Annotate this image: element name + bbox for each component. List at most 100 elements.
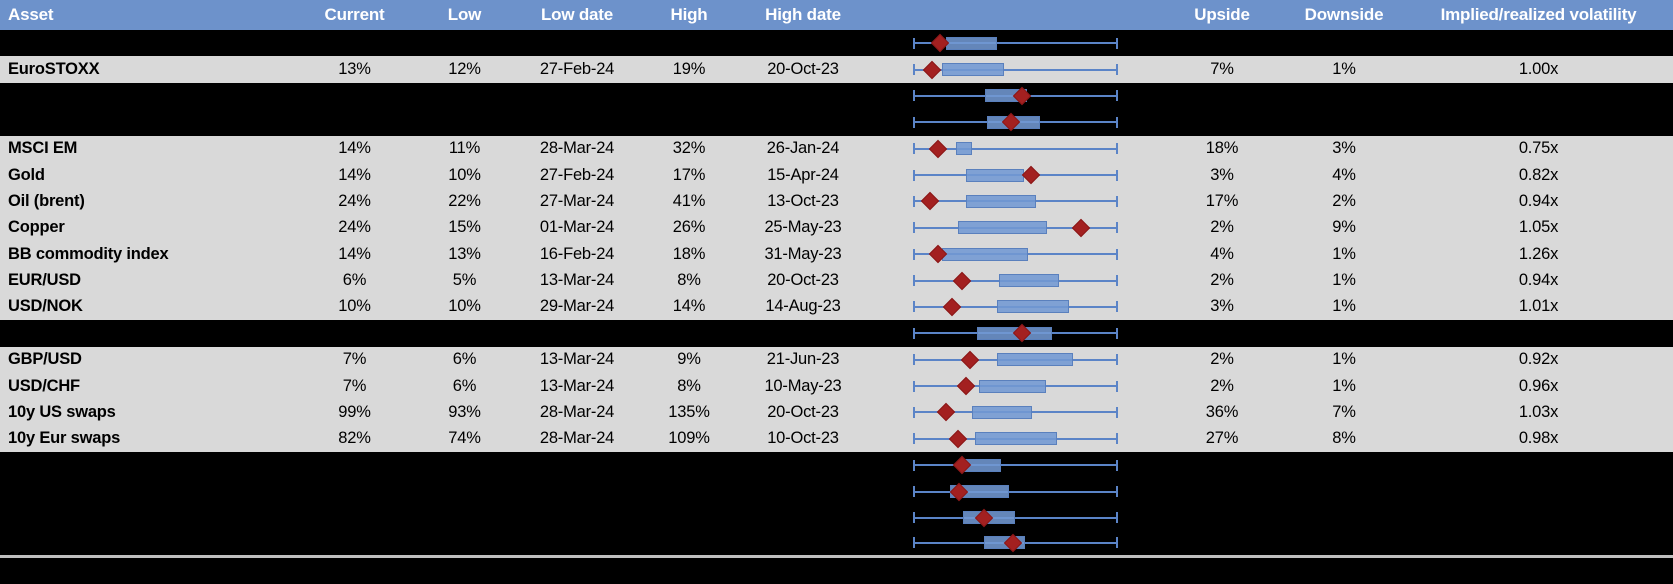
boxplot-right-cap <box>1116 301 1118 313</box>
table-row <box>0 557 1673 584</box>
current-value-cell: 7% <box>342 376 367 395</box>
boxplot-cell <box>861 83 1160 109</box>
implied-realized-ratio-cell <box>1404 531 1673 554</box>
table-row <box>0 320 1673 347</box>
boxplot-left-cap <box>913 433 915 445</box>
current-level-diamond-icon <box>921 192 940 211</box>
low-value-cell <box>408 320 521 346</box>
boxplot-left-cap <box>913 327 915 339</box>
high-date-cell: 20-Oct-23 <box>767 60 839 79</box>
asset-name-cell: 10y Eur swaps <box>8 429 121 448</box>
upside-value-cell: 4% <box>1210 244 1234 263</box>
upside-value-cell <box>1160 558 1284 584</box>
boxplot-left-cap <box>913 275 915 287</box>
boxplot-box <box>966 168 1024 182</box>
low-date-cell <box>521 452 633 478</box>
high-date-cell: 10-Oct-23 <box>767 429 839 448</box>
boxplot-left-cap <box>913 143 915 155</box>
asset-name-cell <box>0 109 301 135</box>
boxplot <box>913 294 1118 320</box>
low-value-cell: 93% <box>448 402 481 421</box>
current-level-diamond-icon <box>936 403 955 422</box>
boxplot-whisker-line <box>913 516 1118 519</box>
current-level-diamond-icon <box>961 350 980 369</box>
asset-name-cell <box>0 478 301 504</box>
high-value-cell: 32% <box>672 139 706 158</box>
boxplot-cell <box>861 241 1160 267</box>
boxplot <box>913 241 1118 267</box>
boxplot-right-cap <box>1116 275 1118 287</box>
downside-value-cell <box>1284 478 1404 504</box>
high-value-cell: 9% <box>677 350 701 369</box>
current-value-cell <box>301 478 408 504</box>
implied-realized-ratio-cell <box>1404 558 1673 584</box>
asset-name-cell: USD/CHF <box>8 376 80 395</box>
current-level-diamond-icon <box>948 429 968 449</box>
upside-value-cell: 2% <box>1210 376 1234 395</box>
asset-name-cell: GBP/USD <box>8 350 82 369</box>
implied-realized-ratio-cell <box>1404 478 1673 504</box>
downside-value-cell: 8% <box>1332 429 1356 448</box>
current-value-cell: 24% <box>338 218 371 237</box>
low-value-cell <box>408 531 521 554</box>
current-value-cell: 10% <box>338 297 371 316</box>
boxplot <box>913 136 1118 162</box>
high-date-cell: 25-May-23 <box>764 218 842 237</box>
implied-realized-ratio-cell: 1.01x <box>1518 297 1559 316</box>
high-date-cell: 15-Apr-24 <box>767 165 839 184</box>
current-level-diamond-icon <box>957 376 976 396</box>
table-row: Copper 24% 15% 01-Mar-24 26% 25-May-23 2… <box>0 214 1673 241</box>
boxplot-cell <box>861 136 1160 162</box>
header-upside: Upside <box>1194 5 1250 24</box>
upside-value-cell: 3% <box>1210 165 1234 184</box>
boxplot-cell <box>861 294 1160 320</box>
boxplot-box <box>999 274 1059 288</box>
boxplot-cell <box>861 267 1160 293</box>
downside-value-cell <box>1284 452 1404 478</box>
implied-realized-ratio-cell: 0.94x <box>1518 271 1559 290</box>
low-date-cell <box>521 531 633 554</box>
downside-value-cell: 1% <box>1332 244 1356 263</box>
boxplot <box>913 56 1118 82</box>
high-date-cell <box>745 109 861 135</box>
boxplot-right-cap <box>1116 512 1118 524</box>
low-date-cell <box>521 83 633 109</box>
high-value-cell <box>633 478 745 504</box>
boxplot-cell <box>861 56 1160 82</box>
boxplot-box <box>974 432 1057 446</box>
implied-realized-ratio-cell <box>1404 505 1673 531</box>
downside-value-cell: 1% <box>1332 271 1356 290</box>
low-value-cell <box>408 452 521 478</box>
low-value-cell: 12% <box>448 60 481 79</box>
table-row: USD/CHF 7% 6% 13-Mar-24 8% 10-May-23 2% … <box>0 372 1673 400</box>
header-boxplot-spacer <box>861 0 1160 30</box>
boxplot-box <box>972 405 1032 419</box>
current-value-cell: 14% <box>338 139 371 158</box>
upside-value-cell <box>1160 320 1284 346</box>
high-value-cell <box>633 531 745 554</box>
downside-value-cell: 1% <box>1332 60 1356 79</box>
downside-value-cell <box>1284 30 1404 56</box>
high-date-cell <box>745 452 861 478</box>
downside-value-cell <box>1284 109 1404 135</box>
boxplot-right-cap <box>1116 195 1118 207</box>
low-value-cell: 6% <box>452 376 477 395</box>
downside-value-cell: 7% <box>1332 402 1356 421</box>
high-value-cell: 14% <box>672 297 706 316</box>
current-value-cell <box>301 109 408 135</box>
implied-realized-ratio-cell <box>1404 452 1673 478</box>
boxplot-cell <box>861 426 1160 452</box>
boxplot-box <box>958 221 1048 235</box>
boxplot-left-cap <box>913 301 915 313</box>
high-value-cell <box>633 30 745 56</box>
downside-value-cell: 1% <box>1332 350 1356 369</box>
table-row <box>0 452 1673 479</box>
boxplot-left-cap <box>913 486 915 498</box>
high-date-cell: 14-Aug-23 <box>765 297 841 316</box>
boxplot-right-cap <box>1116 537 1118 549</box>
boxplot-left-cap <box>913 64 915 76</box>
table-row <box>0 531 1673 558</box>
downside-value-cell <box>1284 83 1404 109</box>
boxplot-right-cap <box>1116 116 1118 128</box>
